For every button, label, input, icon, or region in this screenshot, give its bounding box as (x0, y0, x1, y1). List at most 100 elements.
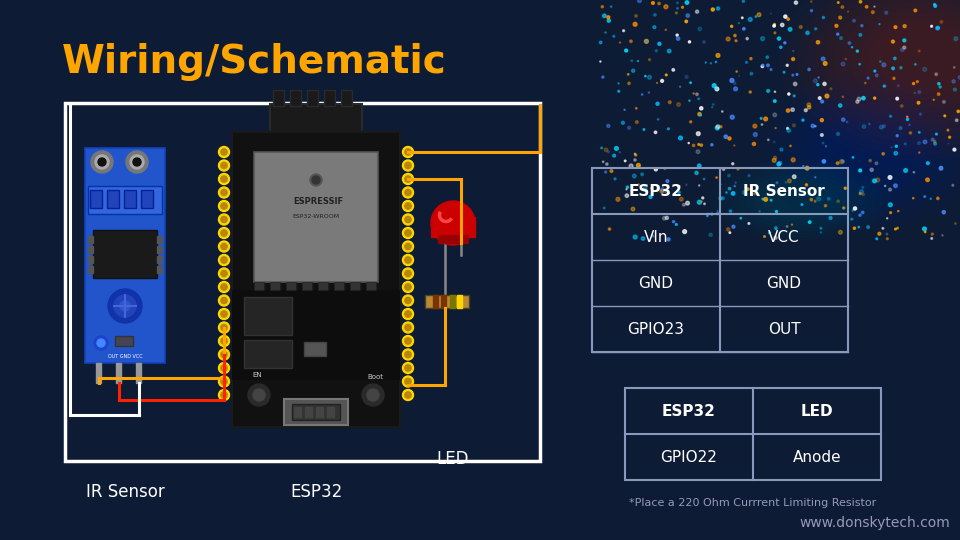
Circle shape (775, 91, 776, 92)
Circle shape (603, 14, 606, 18)
Circle shape (855, 100, 859, 103)
Circle shape (312, 176, 320, 184)
Circle shape (787, 18, 789, 21)
Circle shape (821, 133, 824, 137)
Circle shape (405, 311, 411, 317)
Circle shape (221, 325, 228, 330)
Circle shape (98, 158, 106, 166)
Circle shape (762, 198, 763, 200)
Circle shape (865, 82, 866, 84)
Circle shape (405, 271, 411, 276)
Circle shape (728, 137, 731, 140)
Circle shape (643, 186, 647, 190)
Circle shape (644, 39, 648, 43)
Circle shape (677, 103, 681, 106)
Circle shape (612, 35, 614, 37)
Circle shape (793, 82, 797, 86)
Circle shape (665, 216, 668, 219)
Circle shape (746, 37, 749, 40)
Circle shape (743, 28, 745, 30)
Circle shape (607, 124, 610, 127)
Circle shape (643, 129, 645, 130)
Circle shape (689, 121, 692, 123)
Circle shape (720, 126, 722, 128)
Circle shape (405, 257, 411, 263)
Circle shape (792, 75, 794, 76)
Circle shape (897, 227, 899, 229)
Circle shape (933, 140, 936, 143)
Circle shape (609, 228, 611, 230)
Bar (88, 236, 93, 243)
Circle shape (634, 22, 637, 26)
Circle shape (665, 74, 667, 76)
Circle shape (619, 42, 620, 43)
Circle shape (774, 141, 775, 143)
Circle shape (859, 193, 861, 194)
Circle shape (844, 187, 847, 189)
Text: ESP32: ESP32 (290, 483, 342, 501)
Circle shape (402, 362, 414, 374)
Circle shape (108, 289, 142, 323)
Bar (425, 295, 469, 308)
Circle shape (636, 164, 640, 167)
Circle shape (763, 235, 765, 238)
Circle shape (757, 13, 761, 17)
Circle shape (120, 301, 130, 311)
Circle shape (861, 211, 864, 214)
Circle shape (665, 192, 666, 193)
Circle shape (711, 8, 714, 11)
Circle shape (894, 151, 898, 155)
Circle shape (219, 389, 229, 401)
Circle shape (405, 163, 411, 168)
Circle shape (679, 136, 683, 140)
Circle shape (914, 9, 917, 12)
Circle shape (405, 230, 411, 236)
Circle shape (853, 227, 855, 230)
Circle shape (605, 32, 606, 33)
Circle shape (942, 235, 943, 236)
Circle shape (931, 233, 933, 235)
Text: www.donskytech.com: www.donskytech.com (800, 516, 950, 530)
Circle shape (898, 211, 899, 212)
Circle shape (641, 173, 643, 176)
Circle shape (930, 25, 932, 27)
Circle shape (731, 25, 732, 28)
Circle shape (791, 158, 795, 162)
Circle shape (664, 5, 668, 9)
Circle shape (715, 87, 717, 90)
Circle shape (924, 231, 925, 233)
Circle shape (841, 6, 844, 8)
Circle shape (730, 78, 733, 83)
Circle shape (704, 203, 706, 205)
Circle shape (848, 11, 849, 12)
Circle shape (773, 113, 777, 117)
Circle shape (837, 200, 839, 202)
Circle shape (599, 41, 602, 44)
Circle shape (677, 37, 680, 40)
Circle shape (857, 97, 861, 101)
Circle shape (780, 23, 784, 26)
Circle shape (405, 325, 411, 330)
Circle shape (402, 335, 414, 347)
Circle shape (904, 143, 906, 145)
Circle shape (958, 76, 960, 79)
Bar (107, 190, 119, 208)
Bar (433, 295, 438, 308)
Circle shape (716, 7, 720, 10)
Circle shape (774, 100, 776, 103)
Circle shape (876, 178, 879, 182)
Circle shape (219, 335, 229, 347)
Circle shape (859, 33, 862, 36)
Circle shape (628, 73, 629, 75)
Circle shape (402, 281, 414, 293)
Bar (244, 297, 292, 335)
Circle shape (815, 177, 816, 178)
Circle shape (788, 28, 792, 31)
Circle shape (862, 186, 864, 188)
Circle shape (648, 76, 652, 79)
Circle shape (221, 392, 228, 398)
Circle shape (221, 379, 228, 384)
Text: Boot: Boot (367, 374, 383, 380)
Circle shape (618, 90, 620, 92)
Circle shape (221, 244, 228, 249)
